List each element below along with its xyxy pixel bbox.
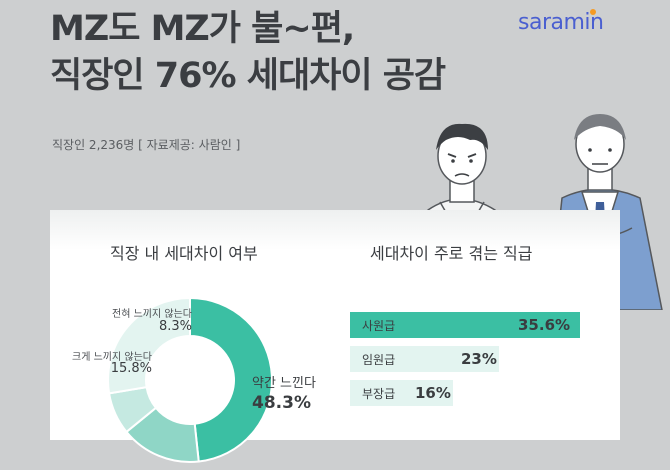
bar-label: 임원급 xyxy=(362,353,396,367)
bar xyxy=(350,312,580,338)
bar-label: 부장급 xyxy=(362,387,396,401)
donut-chart xyxy=(107,296,274,463)
slice-value-somewhat: 48.3% xyxy=(252,393,311,413)
bar-value: 16% xyxy=(415,384,451,402)
slice-value-never: 8.3% xyxy=(158,319,192,334)
slice-label-never: 전혀 느끼지 않는다 xyxy=(112,309,192,320)
subtitle-source: 직장인 2,236명 [ 자료제공: 사람인 ] xyxy=(52,138,241,152)
logo-text: saramin xyxy=(518,10,604,35)
bar-chart-title: 세대차이 주로 겪는 직급 xyxy=(370,244,533,263)
pie-chart-title: 직장 내 세대차이 여부 xyxy=(110,244,258,263)
title-line-2: 직장인 76% 세대차이 공감 xyxy=(50,56,446,96)
page-title: MZ도 MZ가 불~편, 직장인 76% 세대차이 공감 xyxy=(50,6,446,100)
slice-label-not-much: 크게 느끼지 않는다 xyxy=(72,352,152,363)
bar-value: 35.6% xyxy=(518,316,571,334)
bar-label: 사원급 xyxy=(362,319,396,333)
title-line-1: MZ도 MZ가 불~편, xyxy=(50,9,355,49)
slice-label-somewhat: 약간 느낀다 xyxy=(252,376,316,391)
slice-value-not-much: 15.8% xyxy=(110,361,152,376)
logo-dot-icon xyxy=(590,9,597,15)
slice-remaining xyxy=(107,296,191,395)
bar xyxy=(350,380,453,406)
bar-value: 23% xyxy=(461,350,497,368)
saramin-logo: saramin xyxy=(518,9,604,35)
bar xyxy=(350,346,499,372)
